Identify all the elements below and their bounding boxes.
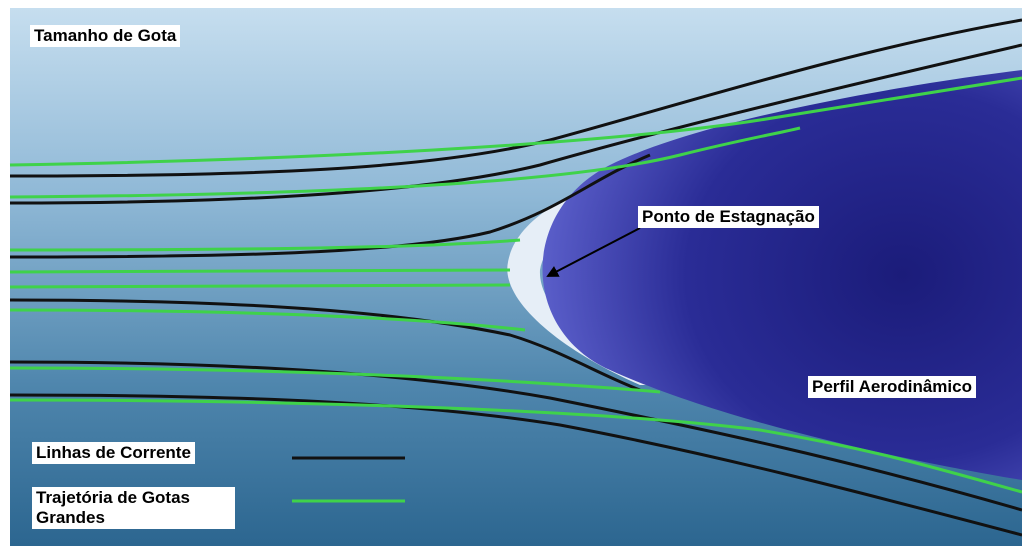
droplet-trajectories — [9, 76, 1022, 494]
stagnation-arrow — [546, 227, 641, 277]
legend-droplet-trajectories-label: Trajetória de Gotas Grandes — [32, 487, 235, 529]
droplet-trajectory — [9, 283, 511, 289]
droplet-trajectory — [9, 398, 1022, 494]
droplet-trajectory — [9, 76, 1022, 167]
streamline — [9, 393, 1022, 537]
airfoil-label: Perfil Aerodinâmico — [808, 376, 976, 398]
droplet-trajectory — [9, 238, 521, 252]
streamline — [9, 18, 1022, 178]
legend-streamlines-label: Linhas de Corrente — [32, 442, 195, 464]
droplet-trajectory — [9, 268, 511, 274]
droplet-trajectory — [9, 126, 801, 199]
stagnation-point-label: Ponto de Estagnação — [638, 206, 819, 228]
droplet-trajectory — [9, 366, 661, 394]
droplet-trajectory — [9, 308, 526, 332]
streamline — [9, 43, 1022, 205]
streamline — [9, 153, 651, 259]
streamline — [9, 360, 1022, 512]
diagram-title: Tamanho de Gota — [30, 25, 181, 47]
